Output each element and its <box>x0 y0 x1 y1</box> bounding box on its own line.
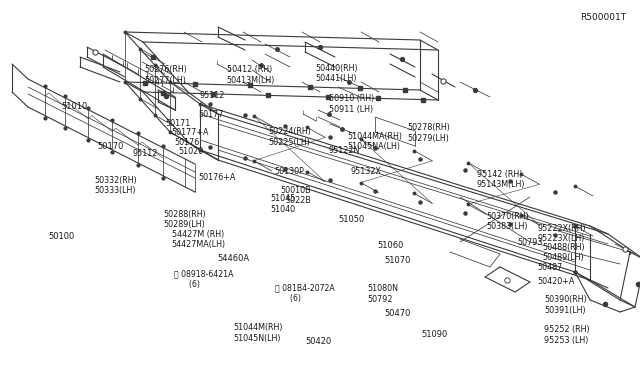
Text: 50910 (RH)
50911 (LH): 50910 (RH) 50911 (LH) <box>329 94 374 114</box>
Text: 95142 (RH)
95143M(LH): 95142 (RH) 95143M(LH) <box>477 170 525 189</box>
Text: 50793: 50793 <box>517 238 543 247</box>
Text: 50390(RH)
50391(LH): 50390(RH) 50391(LH) <box>544 295 587 315</box>
Text: 50370(RH)
50383(LH): 50370(RH) 50383(LH) <box>486 212 529 231</box>
Text: 50470: 50470 <box>384 309 410 318</box>
Text: 50170: 50170 <box>97 142 124 151</box>
Text: 50332(RH)
50333(LH): 50332(RH) 50333(LH) <box>95 176 138 195</box>
Text: 51044MA(RH)
51045NA(LH): 51044MA(RH) 51045NA(LH) <box>347 132 402 151</box>
Text: 50288(RH)
50289(LH): 50288(RH) 50289(LH) <box>163 210 206 229</box>
Text: 51020: 51020 <box>178 147 203 155</box>
Text: 95112: 95112 <box>200 92 225 100</box>
Text: 50278(RH)
50279(LH): 50278(RH) 50279(LH) <box>407 124 450 143</box>
Text: 54460A: 54460A <box>218 254 250 263</box>
Text: 50224(RH)
50225(LH): 50224(RH) 50225(LH) <box>269 127 312 147</box>
Text: 95222X(RH)
95223X(LH): 95222X(RH) 95223X(LH) <box>538 224 586 243</box>
Text: 5022B: 5022B <box>285 196 311 205</box>
Text: 50130P: 50130P <box>274 167 304 176</box>
Text: 51060: 51060 <box>378 241 404 250</box>
Text: Ⓝ 08918-6421A
      (6): Ⓝ 08918-6421A (6) <box>174 269 234 289</box>
Text: 51090: 51090 <box>421 330 447 339</box>
Text: 95112: 95112 <box>132 149 158 158</box>
Text: 50010B: 50010B <box>280 186 311 195</box>
Text: 51080N
50792: 51080N 50792 <box>367 284 398 304</box>
Text: 50177+A: 50177+A <box>172 128 209 137</box>
Text: 51070: 51070 <box>384 256 410 265</box>
Text: Ⓑ 081B4-2072A
      (6): Ⓑ 081B4-2072A (6) <box>275 283 335 303</box>
Text: 50420+A: 50420+A <box>538 278 575 286</box>
Text: 50487: 50487 <box>538 263 563 272</box>
Text: 50276(RH)
50277(LH): 50276(RH) 50277(LH) <box>145 65 188 85</box>
Text: 50176: 50176 <box>174 138 199 147</box>
Text: 50420: 50420 <box>305 337 332 346</box>
Text: 51050: 51050 <box>338 215 364 224</box>
Text: 95252 (RH)
95253 (LH): 95252 (RH) 95253 (LH) <box>544 325 589 344</box>
Text: 54427M (RH)
54427MA(LH): 54427M (RH) 54427MA(LH) <box>172 230 226 249</box>
Text: 51045
51040: 51045 51040 <box>271 194 296 214</box>
Text: 50412 (RH)
50413M(LH): 50412 (RH) 50413M(LH) <box>227 65 275 85</box>
Text: 50176+A: 50176+A <box>198 173 236 182</box>
Text: R500001T: R500001T <box>580 13 626 22</box>
Text: 51044M(RH)
51045N(LH): 51044M(RH) 51045N(LH) <box>234 323 283 343</box>
Text: 50171: 50171 <box>165 119 190 128</box>
Text: 50177: 50177 <box>198 110 224 119</box>
Text: 95132X: 95132X <box>351 167 381 176</box>
Text: 50100: 50100 <box>49 232 75 241</box>
Text: 50488(RH)
50489(LH): 50488(RH) 50489(LH) <box>543 243 586 262</box>
Text: 95122N: 95122N <box>329 146 360 155</box>
Text: 51010: 51010 <box>61 102 88 110</box>
Text: 50440(RH)
50441(LH): 50440(RH) 50441(LH) <box>315 64 358 83</box>
